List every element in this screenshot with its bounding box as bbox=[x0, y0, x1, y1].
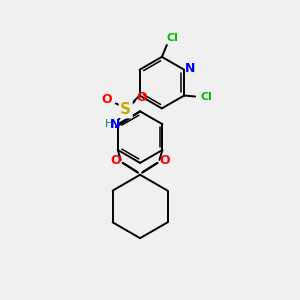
Text: N: N bbox=[185, 62, 195, 75]
Text: O: O bbox=[159, 154, 170, 167]
Text: O: O bbox=[136, 91, 147, 104]
Text: Cl: Cl bbox=[167, 33, 179, 43]
Text: S: S bbox=[120, 102, 131, 117]
Text: O: O bbox=[102, 93, 112, 106]
Text: H: H bbox=[105, 119, 113, 129]
Text: Cl: Cl bbox=[200, 92, 212, 103]
Text: O: O bbox=[110, 154, 121, 167]
Text: N: N bbox=[110, 118, 120, 131]
